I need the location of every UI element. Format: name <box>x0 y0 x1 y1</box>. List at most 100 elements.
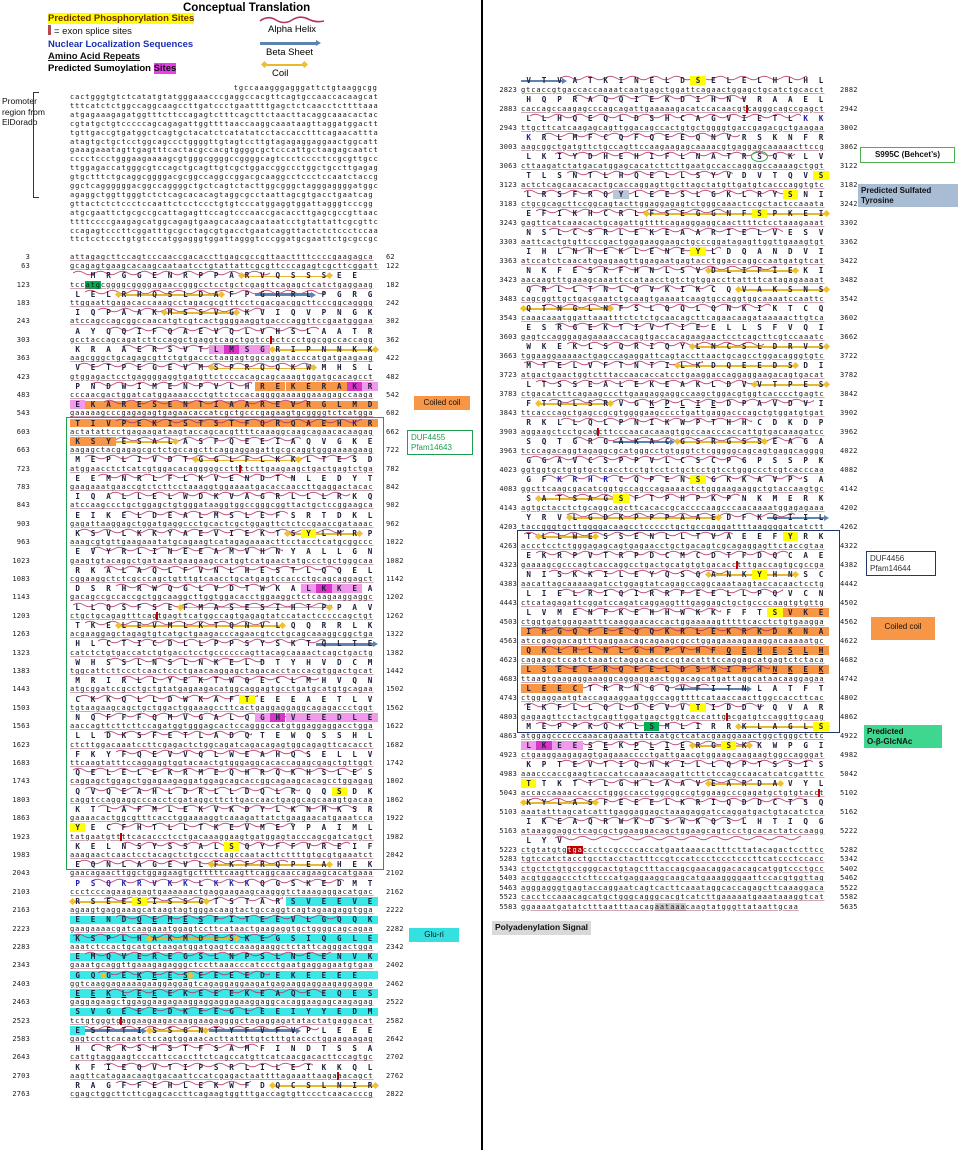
dna-line: 5163 ataaaggaggctcagcgctggaaggacagctggaag… <box>499 826 858 835</box>
dna-line: 663 aagagctacgagagcgctctgccagcttcaggaggag… <box>16 446 400 455</box>
dna-line: 1023 gaagtgtacaggctgataaatgaagaagccatggtc… <box>12 556 404 565</box>
coiled-coil-label-right: Coiled coil <box>871 617 935 640</box>
dna-line: tgttgaccgtgatggctcagtgctacatctcatatatcct… <box>70 128 379 137</box>
coiled-coil-label-left: Coiled coil <box>414 396 470 410</box>
polyadenylation-signal-label: Polyadenylation Signal <box>492 921 592 935</box>
beta-sheet-icon <box>260 40 322 47</box>
dna-line: 363 aagcgggctgcagagcgttctgtgaccctaagagtgg… <box>16 354 400 363</box>
dna-line: tgccaaagggagggattctgtaaggcgg <box>233 84 378 92</box>
dna-line: 3 attagagcttccagtcccaaccgacaccttgagcgccgt… <box>25 253 395 261</box>
dna-line: 5463 agggagggtgagtaccaggaatcagtcacttcaaat… <box>499 883 858 892</box>
dna-line: 5223 ctgtatgtgtgaccctccgccccaccatgaataaac… <box>499 845 858 854</box>
dna-line: 3483 cagcggttgctgacgaatctgcaagtgaaaatcaag… <box>499 294 858 303</box>
duf4455-label: DUF4455 Pfam14643 <box>407 430 473 455</box>
dna-line: 4503 ctggtgatggagaatttcaaggaacaccactggaaa… <box>499 617 858 626</box>
dna-line: 303 gcctaccagcagatcttccaggctgaggtcagctggt… <box>16 335 400 344</box>
dna-line: 3903 aggaagctcctgcagcttcccaacacaaagtggcca… <box>499 427 858 436</box>
dna-line: 3843 ttcacccagctgagccgcgtggggaagcccctgatt… <box>499 408 858 417</box>
dna-line: 1323 catctctgtgaccatctgtgacctcctgccccccag… <box>12 648 404 657</box>
dna-line: agaggctggttgggtctctcagcacacagtaggcgcctaa… <box>70 190 374 199</box>
dna-line: 183 ttggaattgagacaccaaagcctagacgcgtttcctc… <box>16 299 400 307</box>
dna-line: 2583 gagtccttcacaatctccagtggaaacacttatttt… <box>12 1035 404 1043</box>
dna-line: 3303 aattcactgtgttcccgactggagaaggaagctgcc… <box>499 237 858 246</box>
dna-line: 2463 gaggagaagctggaggaagagaaggaggaggagaag… <box>12 998 404 1007</box>
dna-line: 2823 gtcaccgtgaccaccaaaatcaatgagctggattca… <box>499 85 858 94</box>
glu-rich-label: Glu-ri <box>409 928 459 942</box>
dna-line: 3063 cttaagatctatgacatggagcacatcttcttgaat… <box>499 161 858 170</box>
dna-line: 2703 aagttcatagaacaagtgacaattccatcgagacta… <box>12 1071 404 1080</box>
exon-splice-bar-icon <box>48 25 51 36</box>
dna-line: ttggagaccatgggcgtccagctgcagttgtcgctggacc… <box>70 164 379 173</box>
dna-line: 1803 caggtccaggaggcccacctcgataggcttcttgac… <box>12 795 404 804</box>
page-title: Conceptual Translation <box>183 2 311 14</box>
dna-line: 3963 tcccagacaggtagaggcgcatgggcctgtgggtct… <box>499 446 858 455</box>
dna-line: 2523 tctgtgggtgaggaagaagacaaggaagaggggcta… <box>12 1016 404 1025</box>
dna-line: 3363 atccatctcaacatggagaagttggagaatgagtac… <box>499 256 858 265</box>
dna-line: 3783 ctgacatcttcagaagcccttgaagaggaggccaag… <box>499 389 858 398</box>
dna-line: ttctcctccctgtgtcccatggagggtggattagggtccc… <box>70 235 379 244</box>
dna-line: 123 tccatgcggggcggggagaaccgggcctcctgctcga… <box>16 280 400 289</box>
dna-line: tttcatctctggccaggcaagccttgatccctgaattttg… <box>70 101 379 110</box>
dna-line: 4083 ggcttcaagcgacatcggtgccagccagaaaactct… <box>499 484 858 493</box>
dna-line: 5043 accaccaaaaccaccctgggccacctggcggccgtg… <box>499 788 858 797</box>
dna-line: 4443 ctcatagagattcggatccagatcaggaggtttgag… <box>499 598 858 607</box>
sequence-column-right: V T V A T K I N E L D S E L E L H L H L 2823 gtcaccgtgaccacca… <box>483 0 960 1150</box>
dna-line: 1503 tgtaagaagcagctgctggactggaaagccttcact… <box>12 703 404 712</box>
dna-line: 4563 atccgaggacagtttgaggaacagcagaagcgcctg… <box>499 636 858 645</box>
dna-line: 63 gcagagtgaagcacaagcaataatcctgtattattcgc… <box>21 262 400 271</box>
dna-line: 4383 aacattagcaaaaagatcctggagtatcagagccag… <box>499 579 858 588</box>
dna-line: 1443 atgcggatccgcctgctgtatgagaagacatggcag… <box>12 685 404 694</box>
dna-line: 4203 taccgggtgcttggggacaagcctccccctgctgcc… <box>499 522 858 531</box>
dna-line: 4803 gagaagttcctactgcagttggatgagctggtcacc… <box>499 712 858 721</box>
dna-line: ccagagtcccttcggatttgcgcctagcgtgacctgaatc… <box>70 226 379 235</box>
dna-line: 3663 tggaaggaaaaactgagccagaggattcagtacctt… <box>499 351 858 360</box>
dna-line: 3603 gagtccagggagagaaaaccacagtgaccacagaag… <box>499 332 858 341</box>
dna-line: 5403 acgtggagccctcttcccatgaggaaggcaagcatg… <box>499 874 858 882</box>
dna-line: 1383 tggcattcttccctcaactccctgaacaaggagcta… <box>12 667 404 675</box>
dna-line: atgagaaagagatggtttcttccagagtctttcagcttct… <box>70 110 379 119</box>
dna-line: 723 atggaacctctcatcgtggacacagggggccttttct… <box>16 464 400 473</box>
dna-line: cgtatgctgtcccccagcagagattggttttaaccaaggc… <box>70 119 379 128</box>
legend-nls: Nuclear Localization Sequences <box>48 38 194 50</box>
dna-line: 2643 cattgtaggaagtcccattccaccttctcagccatg… <box>12 1053 404 1062</box>
dna-line: gttactctctccctccaattctcctccctgtgtcccatgg… <box>70 199 374 208</box>
dna-line: 2163 agaagtgaggaaagcataagtagtgggacaagtact… <box>12 906 404 915</box>
dna-line: 4743 ctggaggaatgtaccagaaggaatggccaggttttc… <box>499 693 858 702</box>
dna-line: 963 aaagcgtgttgaagaaatatgcagaagtcatagagaa… <box>16 538 404 547</box>
dna-line: 1263 acgaaggagctagagtgtcatgctgaagacccagaa… <box>12 630 404 639</box>
dna-line: 3423 aacaagtttgaaagcaaattccataacctgtctgtg… <box>499 275 858 284</box>
